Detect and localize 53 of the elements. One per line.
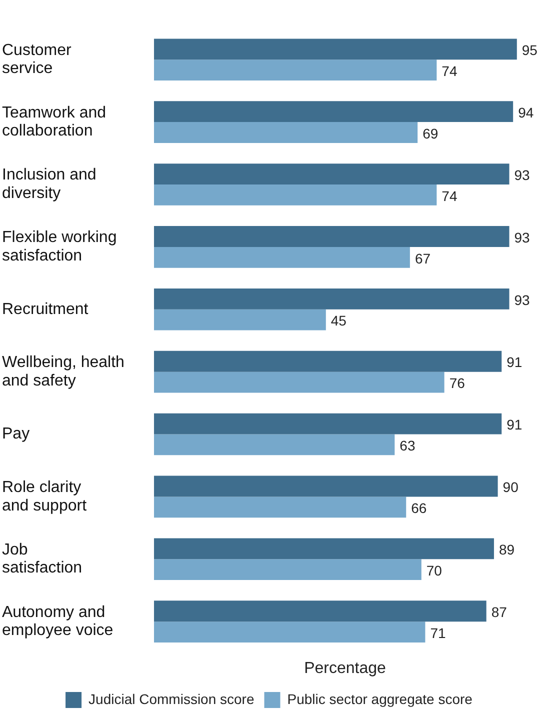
y-tick-label: Role clarity and support bbox=[2, 478, 88, 514]
data-label: 91 bbox=[506, 416, 522, 433]
bar bbox=[154, 38, 517, 60]
bar bbox=[154, 434, 395, 456]
bar bbox=[154, 164, 510, 184]
y-tick-label: Teamwork and collaboration bbox=[2, 104, 106, 140]
bar bbox=[154, 600, 486, 622]
y-tick-label: Inclusion and diversity bbox=[2, 166, 96, 202]
bar bbox=[154, 122, 418, 143]
data-label: 66 bbox=[411, 500, 427, 516]
bar bbox=[154, 350, 502, 372]
data-label: 94 bbox=[518, 104, 534, 120]
bar bbox=[154, 60, 437, 81]
legend-label: Public sector aggregate score bbox=[287, 690, 473, 707]
data-label: 90 bbox=[502, 479, 519, 496]
data-label: 89 bbox=[498, 542, 515, 558]
data-label: 45 bbox=[330, 312, 347, 329]
data-label: 70 bbox=[426, 562, 442, 578]
y-tick-label: Flexible working satisfaction bbox=[2, 229, 117, 265]
y-tick-label: Pay bbox=[2, 426, 30, 443]
data-label: 74 bbox=[442, 188, 458, 204]
bar bbox=[154, 622, 426, 642]
data-label: 74 bbox=[442, 62, 458, 79]
data-label: 76 bbox=[449, 375, 466, 392]
data-label: 87 bbox=[491, 604, 508, 620]
bar bbox=[154, 226, 510, 247]
bar bbox=[154, 559, 422, 580]
bar bbox=[154, 309, 326, 330]
y-tick-label: Job satisfaction bbox=[2, 541, 82, 577]
x-axis-title: Percentage bbox=[304, 660, 386, 677]
bar bbox=[154, 476, 498, 497]
bar bbox=[154, 288, 510, 310]
y-tick-label: Recruitment bbox=[2, 300, 89, 318]
data-label: 95 bbox=[522, 42, 538, 58]
data-label: 69 bbox=[422, 125, 438, 142]
data-label: 93 bbox=[514, 292, 530, 308]
y-tick-label: Autonomy and employee voice bbox=[2, 604, 114, 640]
bar bbox=[154, 246, 410, 268]
data-label: 93 bbox=[514, 229, 530, 246]
bar bbox=[154, 184, 437, 206]
bar bbox=[154, 372, 444, 393]
legend-label: Judicial Commission score bbox=[88, 690, 254, 707]
bar bbox=[154, 496, 406, 518]
y-tick-label: Customer service bbox=[2, 42, 72, 78]
y-tick-label: Wellbeing, health and safety bbox=[2, 354, 124, 390]
bar bbox=[154, 101, 514, 122]
data-label: 63 bbox=[400, 438, 416, 454]
data-label: 67 bbox=[414, 250, 431, 266]
bar bbox=[154, 413, 502, 434]
data-label: 71 bbox=[430, 624, 446, 641]
data-label: 93 bbox=[514, 166, 530, 183]
data-label: 91 bbox=[506, 354, 522, 370]
bar bbox=[154, 538, 494, 560]
